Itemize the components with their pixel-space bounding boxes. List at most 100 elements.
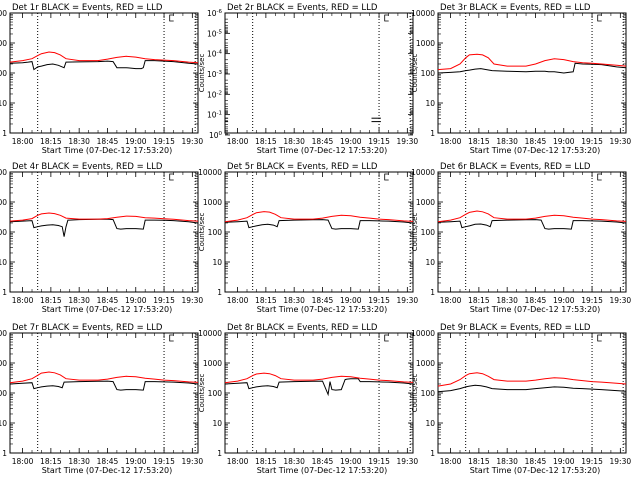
y-tick-label: 10-3	[207, 70, 223, 79]
y-tick-label: 100	[421, 228, 436, 237]
x-tick-label: 18:45	[312, 457, 334, 466]
plot-frame	[9, 12, 199, 134]
x-tick-label: 19:00	[340, 137, 362, 146]
panel-det-9: Det 9r BLACK = Events, RED = LLD Counts/s…	[411, 323, 631, 475]
plot-frame	[224, 12, 414, 134]
y-tick-label: 1000	[416, 198, 435, 207]
x-tick-label: 19:30	[610, 457, 632, 466]
attenuator-mark	[169, 14, 174, 22]
y-axis-label: Counts/sec	[411, 374, 419, 413]
y-tick-label: 10-6	[207, 9, 223, 18]
x-tick-label: 18:45	[97, 457, 119, 466]
x-tick-label: 19:30	[610, 137, 632, 146]
x-tick-label: 18:30	[283, 457, 305, 466]
attenuator-mark	[169, 334, 174, 342]
series-events	[9, 218, 199, 237]
y-tick-label: 1	[430, 288, 435, 297]
y-tick-label: 10	[212, 419, 222, 428]
plot-frame	[9, 171, 199, 293]
panel-title: Det 8r BLACK = Events, RED = LLD	[227, 323, 378, 333]
attenuator-mark	[597, 14, 602, 22]
y-tick-label: 1	[2, 129, 7, 138]
x-tick-label: 18:30	[68, 457, 90, 466]
x-tick-label: 18:45	[312, 296, 334, 305]
plot-frame	[437, 12, 627, 134]
x-axis-label: Start Time (07-Dec-12 17:53:20)	[470, 305, 601, 314]
attenuator-mark	[597, 334, 602, 342]
y-tick-label: 1	[217, 288, 222, 297]
x-tick-label: 18:30	[496, 296, 518, 305]
x-tick-label: 18:15	[468, 296, 490, 305]
x-axis-label: Start Time (07-Dec-12 17:53:20)	[257, 146, 388, 155]
x-tick-label: 18:15	[255, 137, 277, 146]
y-tick-label: 1	[430, 449, 435, 458]
series-events	[9, 60, 199, 71]
y-tick-label: 10	[425, 258, 435, 267]
series-events	[437, 62, 627, 74]
x-tick-label: 18:45	[525, 137, 547, 146]
x-axis-label: Start Time (07-Dec-12 17:53:20)	[257, 305, 388, 314]
x-tick-label: 18:45	[525, 457, 547, 466]
x-tick-label: 18:00	[12, 457, 34, 466]
panel-det-5: Det 5r BLACK = Events, RED = LLD Counts/s…	[198, 162, 418, 314]
y-tick-label: 10	[212, 258, 222, 267]
x-tick-label: 19:15	[581, 137, 603, 146]
plot-frame	[437, 332, 627, 454]
x-axis-label: Start Time (07-Dec-12 17:53:20)	[470, 146, 601, 155]
attenuator-mark	[384, 14, 389, 22]
y-tick-label: 100	[208, 228, 223, 237]
y-axis-label: Counts/sec	[198, 54, 206, 93]
attenuator-mark	[169, 173, 174, 181]
y-tick-label: 1000	[0, 359, 7, 368]
x-axis-label: Start Time (07-Dec-12 17:53:20)	[42, 305, 173, 314]
series-lld	[9, 51, 199, 64]
y-tick-label: 1000	[416, 359, 435, 368]
y-tick-label: 100	[0, 69, 7, 78]
x-tick-label: 19:15	[368, 457, 390, 466]
series-lld	[9, 371, 199, 384]
panel-title: Det 2r BLACK = Events, RED = LLD	[227, 3, 378, 13]
panel-det-1: Det 1r BLACK = Events, RED = LLD Counts/s…	[0, 3, 203, 155]
x-tick-label: 19:15	[581, 457, 603, 466]
x-tick-label: 19:15	[153, 457, 175, 466]
y-tick-label: 10000	[198, 329, 222, 338]
x-tick-label: 18:15	[255, 296, 277, 305]
y-tick-label: 10-5	[207, 29, 223, 38]
y-tick-label: 1	[430, 129, 435, 138]
x-tick-label: 18:00	[440, 457, 462, 466]
y-tick-label: 1000	[203, 198, 222, 207]
y-tick-label: 100	[421, 69, 436, 78]
x-tick-label: 19:00	[553, 457, 575, 466]
x-tick-label: 18:30	[283, 296, 305, 305]
x-tick-label: 18:45	[525, 296, 547, 305]
plot-frame	[224, 171, 414, 293]
x-tick-label: 18:15	[40, 457, 62, 466]
x-tick-label: 19:00	[125, 137, 147, 146]
y-tick-label: 10000	[411, 329, 435, 338]
panel-title: Det 5r BLACK = Events, RED = LLD	[227, 162, 378, 172]
y-tick-label: 10	[425, 419, 435, 428]
x-tick-label: 18:30	[68, 296, 90, 305]
x-tick-label: 19:00	[125, 457, 147, 466]
panel-title: Det 1r BLACK = Events, RED = LLD	[12, 3, 163, 13]
series-events	[437, 384, 627, 393]
x-tick-label: 19:30	[397, 457, 419, 466]
y-tick-label: 1	[2, 288, 7, 297]
panel-title: Det 6r BLACK = Events, RED = LLD	[440, 162, 591, 172]
x-tick-label: 19:30	[182, 457, 204, 466]
x-tick-label: 18:00	[12, 296, 34, 305]
y-axis-label: Counts/sec	[411, 213, 419, 252]
y-tick-label: 10	[425, 99, 435, 108]
attenuator-mark	[384, 334, 389, 342]
x-tick-label: 18:45	[97, 137, 119, 146]
x-axis-label: Start Time (07-Dec-12 17:53:20)	[257, 466, 388, 475]
x-tick-label: 19:00	[125, 296, 147, 305]
x-tick-label: 19:30	[182, 137, 204, 146]
y-tick-label: 10000	[411, 9, 435, 18]
x-tick-label: 19:15	[153, 137, 175, 146]
x-tick-label: 18:15	[468, 137, 490, 146]
panel-title: Det 4r BLACK = Events, RED = LLD	[12, 162, 163, 172]
x-tick-label: 18:15	[40, 137, 62, 146]
x-tick-label: 19:30	[397, 137, 419, 146]
